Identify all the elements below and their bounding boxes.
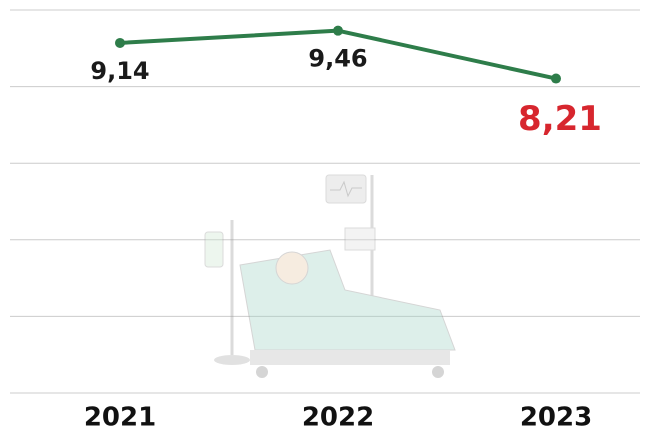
x-tick-label: 2022 [302,403,374,433]
x-tick-label: 2023 [520,403,592,433]
data-label: 9,46 [308,45,367,73]
grid [10,9,640,394]
data-point [551,73,561,84]
data-point [333,25,343,36]
data-label: 9,14 [90,57,149,85]
hospital-bed-illustration [204,174,456,378]
data-label: 8,21 [518,99,602,139]
data-point [115,37,125,48]
x-tick-label: 2021 [84,403,156,433]
